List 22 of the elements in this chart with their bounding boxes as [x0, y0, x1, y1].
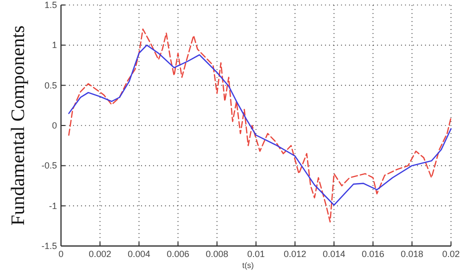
x-tick-label: 0.002: [88, 249, 112, 259]
y-tick-label: -1.5: [41, 241, 57, 251]
x-tick-label: 0.02: [442, 249, 460, 259]
line-series: [68, 28, 452, 222]
y-tick-label: -1: [48, 200, 57, 211]
y-axis-title: Fundamental Components: [8, 25, 29, 226]
x-tick-label: 0.008: [206, 249, 228, 259]
x-tick-label: 0.016: [362, 249, 384, 259]
x-axis-title: t(s): [242, 261, 254, 270]
x-tick-label: 0.01: [247, 249, 265, 259]
y-tick-label: -0.5: [41, 160, 57, 171]
x-tick-label: 0.012: [284, 249, 306, 259]
x-tick-label: 0: [58, 249, 64, 259]
y-tick-label: 1.5: [44, 0, 57, 10]
line-series: [68, 44, 452, 206]
x-tick-label: 0.014: [322, 249, 346, 259]
x-tick-label: 0.004: [128, 249, 150, 259]
y-tick-label: 0: [52, 120, 57, 130]
x-tick-label: 0.018: [400, 249, 424, 259]
y-tick-label: 0.5: [44, 80, 57, 90]
y-tick-label: 1: [52, 40, 57, 50]
x-tick-label: 0.006: [166, 249, 190, 259]
